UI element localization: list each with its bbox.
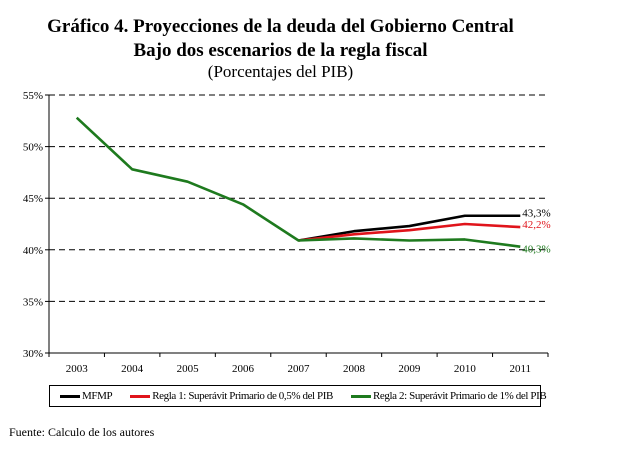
y-tick-label: 45% [23, 193, 43, 205]
data-label: 40,3% [522, 244, 550, 256]
x-tick-label: 2005 [177, 363, 200, 375]
legend-label: Regla 1: Superávit Primario de 0,5% del … [152, 390, 333, 402]
y-tick-label: 50% [23, 142, 43, 154]
chart-title: Gráfico 4. Proyecciones de la deuda del … [47, 16, 514, 37]
data-label: 42,2% [522, 219, 550, 231]
x-tick-label: 2006 [232, 363, 255, 375]
y-tick-label: 30% [23, 348, 43, 360]
series-line-regla2 [75, 116, 521, 248]
x-tick-label: 2010 [454, 363, 477, 375]
data-label: 43,3% [522, 208, 550, 220]
x-tick-label: 2004 [121, 363, 144, 375]
chart-legend: MFMP Regla 1: Superávit Primario de 0,5%… [49, 385, 547, 407]
chart-subtitle: Bajo dos escenarios de la regla fiscal [133, 40, 428, 61]
legend-item-mfmp: MFMP [60, 390, 113, 402]
y-tick-label: 35% [23, 296, 43, 308]
source-note: Fuente: Calculo de los autores [9, 425, 155, 439]
x-tick-label: 2009 [398, 363, 421, 375]
x-tick-label: 2003 [66, 363, 89, 375]
chart-units: (Porcentajes del PIB) [207, 62, 354, 81]
legend-swatch-regla1 [130, 394, 151, 398]
x-tick-label: 2007 [288, 363, 311, 375]
y-tick-label: 55% [23, 90, 43, 102]
y-tick-label: 40% [23, 245, 43, 257]
legend-swatch-mfmp [60, 394, 80, 398]
x-tick-label: 2011 [509, 363, 531, 375]
legend-item-regla2: Regla 2: Superávit Primario de 1% del PI… [350, 390, 547, 402]
legend-swatch-regla2 [350, 394, 371, 398]
legend-label: MFMP [82, 390, 113, 402]
x-tick-label: 2008 [343, 363, 366, 375]
legend-item-regla1: Regla 1: Superávit Primario de 0,5% del … [130, 390, 333, 402]
legend-label: Regla 2: Superávit Primario de 1% del PI… [372, 390, 547, 402]
line-chart: 30% 35% 40% 45% 50% 55% 2003 2004 2005 2006 2007 20… [23, 90, 551, 375]
